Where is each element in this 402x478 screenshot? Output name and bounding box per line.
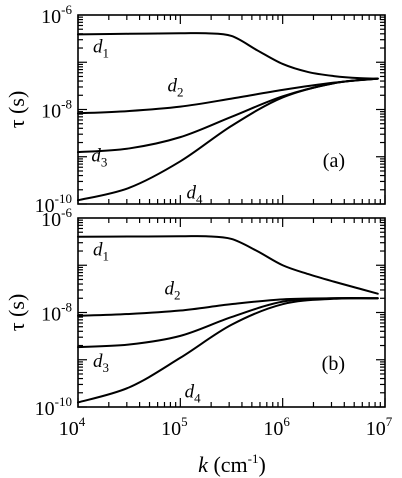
panel-label: (b)	[322, 353, 345, 375]
x-tick-label: 104	[59, 414, 86, 440]
series-line-d4	[77, 77, 379, 202]
series-label-d1: d1	[93, 37, 109, 61]
y-tick-label: 10-8	[41, 97, 72, 123]
series-line-d1	[77, 235, 379, 295]
y-tick-label: 10-10	[35, 191, 72, 217]
series-line-d1	[77, 32, 379, 80]
plot-frame	[77, 14, 386, 205]
plot-frame	[77, 217, 386, 408]
panel-label: (a)	[323, 150, 345, 172]
x-axis-title-text: k (cm-1)	[198, 451, 266, 477]
series-line-d4	[77, 297, 379, 404]
series-label-d1: d1	[93, 240, 109, 264]
x-tick-label: 106	[263, 414, 290, 440]
y-tick-label: 10-10	[35, 394, 72, 420]
x-tick-label: 107	[366, 414, 393, 440]
y-axis-label: τ (s)	[4, 294, 29, 332]
series-label-d2: d2	[168, 76, 184, 100]
series-line-d3	[77, 77, 379, 154]
x-axis-label: k (cm-1)	[198, 451, 266, 477]
y-tick-label: 10-6	[41, 2, 72, 28]
series-label-d3: d3	[93, 351, 109, 375]
x-tick-label: 105	[161, 414, 188, 440]
panel-a: 10-6 10-8 10-10 τ (s) d1 d2 d3 d4 (a)	[4, 2, 386, 217]
series-label-d3: d3	[91, 145, 107, 169]
y-tick-label: 10-8	[41, 300, 72, 326]
y-axis-label: τ (s)	[4, 91, 29, 129]
series-line-d2	[77, 297, 379, 317]
series-label-d4: d4	[187, 183, 204, 207]
series-label-d2: d2	[164, 279, 180, 303]
series-label-d4: d4	[185, 381, 202, 405]
y-tick-label: 10-6	[41, 205, 72, 231]
